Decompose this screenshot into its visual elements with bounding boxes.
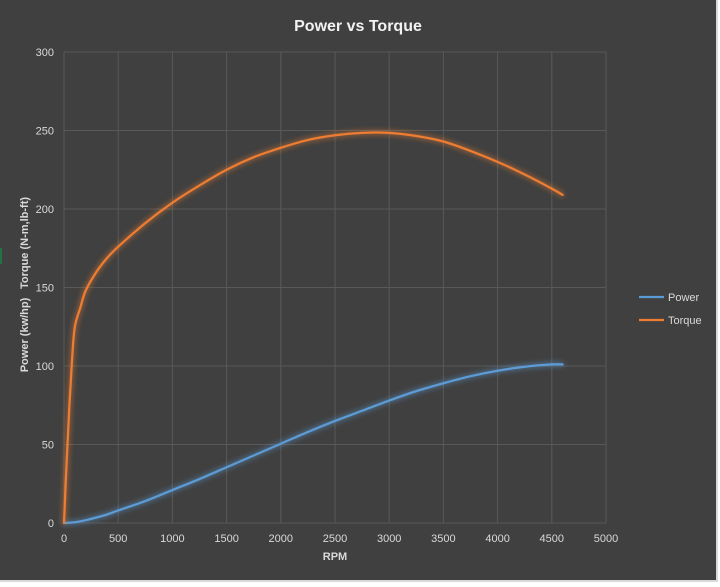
x-tick-label: 3500 (431, 533, 455, 545)
series-lines (62, 131, 564, 525)
y-tick-label: 150 (36, 283, 54, 295)
legend[interactable]: Power Torque (639, 292, 702, 327)
y-axis-title-power: Power (kw/hp) (19, 297, 31, 372)
chart-title: Power vs Torque (294, 18, 422, 35)
x-tick-label: 1000 (160, 533, 184, 545)
y-tick-label: 50 (42, 440, 54, 452)
x-tick-label: 4000 (485, 533, 509, 545)
series-line-torque[interactable] (62, 131, 564, 525)
column-marker (0, 248, 2, 264)
x-tick-label: 4500 (540, 533, 564, 545)
x-axis-title: RPM (323, 551, 347, 563)
x-tick-label: 500 (109, 533, 127, 545)
y-tick-label: 250 (36, 126, 54, 138)
y-tick-label: 0 (48, 518, 54, 530)
x-tick-label: 2500 (323, 533, 347, 545)
gridlines (63, 51, 607, 524)
y-tick-label: 300 (36, 47, 54, 59)
x-tick-label: 5000 (594, 533, 618, 545)
legend-label-power: Power (668, 292, 700, 304)
x-tick-label: 3000 (377, 533, 401, 545)
legend-label-torque: Torque (668, 315, 702, 327)
x-tick-label: 1500 (214, 533, 238, 545)
y-tick-label: 200 (36, 204, 54, 216)
x-tick-label: 2000 (269, 533, 293, 545)
x-axis-ticks: 0 500 1000 1500 2000 2500 3000 3500 4000 4500 5000 (61, 533, 618, 545)
x-tick-label: 0 (61, 533, 67, 545)
y-tick-label: 100 (36, 361, 54, 373)
series-line-power[interactable] (62, 363, 564, 525)
y-axis-ticks: 0 50 100 150 200 250 300 (36, 47, 54, 530)
y-axis-title-torque: Torque (N-m,lb-ft) (19, 197, 31, 289)
